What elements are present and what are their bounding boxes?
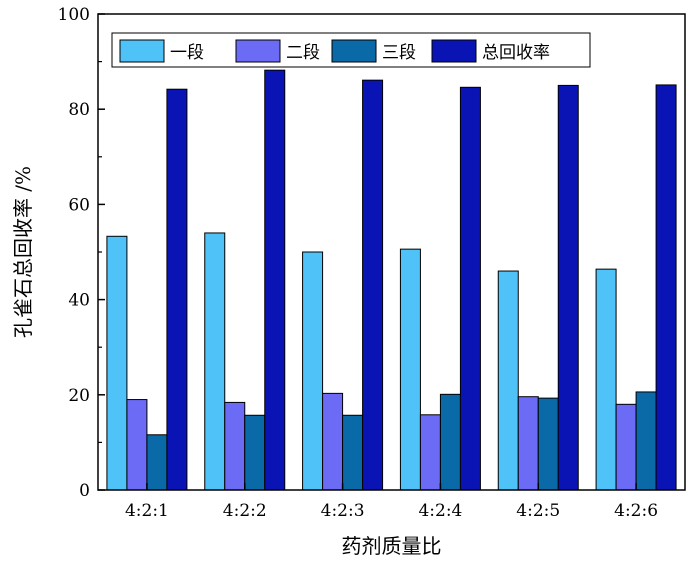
x-tick-label: 4:2:6 (614, 501, 658, 521)
legend-label-1: 一段 (170, 43, 204, 63)
bars-layer (106, 69, 677, 491)
x-axis: 4:2:1 4:2:2 4:2:3 4:2:4 4:2:5 4:2:6 (125, 483, 658, 521)
bar-3-4-2-5 (537, 397, 559, 491)
y-tick-label: 40 (68, 291, 90, 311)
bar-3-4-2-2 (244, 414, 266, 491)
legend-label-2: 二段 (286, 43, 320, 63)
y-axis-title: 孔雀石总回收率 /% (11, 166, 35, 338)
bar-3-4-2-4 (439, 393, 461, 491)
bar-3-4-2-1 (146, 434, 168, 491)
legend-swatch-3 (331, 39, 377, 63)
bar-2-4-2-3 (322, 392, 344, 491)
bar-1-4-2-5 (497, 270, 519, 491)
bar-4-4-2-4 (459, 86, 481, 491)
y-tick-label: 80 (68, 100, 90, 120)
legend-swatch-2 (235, 39, 281, 63)
bar-4-4-2-3 (362, 79, 384, 491)
bar-2-4-2-2 (224, 401, 246, 491)
bar-4-4-2-1 (166, 88, 188, 491)
x-tick-label: 4:2:2 (223, 501, 267, 521)
bar-4-4-2-5 (557, 84, 579, 491)
y-tick-label: 100 (58, 5, 90, 25)
bar-4-4-2-6 (655, 84, 677, 491)
bar-2-4-2-5 (517, 396, 539, 491)
legend-swatch-1 (119, 39, 165, 63)
x-tick-label: 4:2:1 (125, 501, 169, 521)
y-tick-label: 20 (68, 386, 90, 406)
bar-1-4-2-1 (106, 235, 128, 491)
bar-2-4-2-4 (419, 414, 441, 491)
y-axis: 0 20 40 60 80 100 (58, 5, 105, 501)
x-tick-label: 4:2:3 (321, 501, 365, 521)
bar-3-4-2-6 (635, 391, 657, 491)
legend-swatch-4 (431, 39, 477, 63)
bar-2-4-2-1 (126, 399, 148, 491)
y-tick-label: 0 (79, 481, 90, 501)
legend-label-4: 总回收率 (482, 43, 550, 63)
bar-1-4-2-3 (302, 251, 324, 491)
x-tick-label: 4:2:4 (418, 501, 462, 521)
x-tick-label: 4:2:5 (516, 501, 560, 521)
x-axis-title: 药剂质量比 (342, 534, 442, 558)
bar-1-4-2-4 (399, 248, 421, 491)
legend-label-3: 三段 (382, 43, 416, 63)
bar-1-4-2-6 (595, 268, 617, 491)
legend: 一段 二段 三段 总回收率 (111, 32, 591, 68)
bar-2-4-2-6 (615, 403, 637, 491)
bar-3-4-2-3 (342, 414, 364, 491)
y-tick-label: 60 (68, 195, 90, 215)
bar-4-4-2-2 (264, 69, 286, 491)
bar-1-4-2-2 (204, 232, 226, 491)
